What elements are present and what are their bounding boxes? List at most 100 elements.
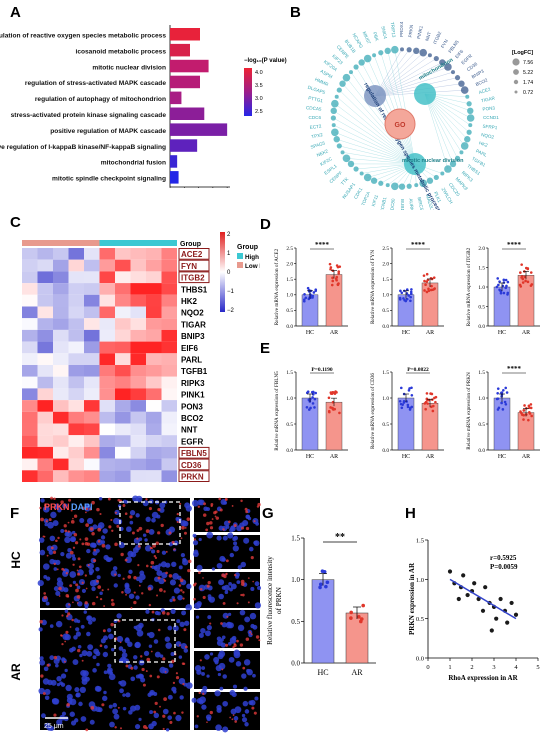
x-tick-label: AR [351, 668, 363, 677]
heatmap-cell [146, 365, 162, 377]
heatmap-cell [115, 435, 131, 447]
prkn-label: PRKN [44, 502, 70, 512]
nucleus-dot [110, 570, 118, 577]
prkn-signal-dot [154, 556, 158, 560]
gene-node [468, 123, 473, 128]
nucleus-dot [39, 656, 44, 661]
nucleus-dot [201, 671, 205, 676]
heatmap-cell [53, 329, 69, 342]
data-point [524, 279, 527, 283]
nucleus-dot [211, 567, 216, 571]
nucleus-dot [56, 580, 64, 588]
data-point [504, 278, 508, 282]
nucleus-dot [229, 552, 235, 558]
gene-label: PON3 [181, 402, 203, 411]
data-point [328, 262, 332, 266]
nucleus-dot [42, 678, 50, 685]
nucleus-dot [73, 618, 79, 623]
gene-label: NQO2 [481, 132, 495, 140]
nucleus-dot [182, 559, 189, 566]
data-point [425, 272, 429, 276]
prkn-signal-dot [96, 579, 99, 583]
gene-label: FBLN5 [181, 449, 207, 458]
y-tick-label: 1.0 [478, 285, 485, 291]
y-tick-label: 2.0 [286, 261, 293, 267]
nucleus-dot [208, 596, 215, 603]
prkn-signal-dot [179, 502, 182, 505]
prkn-signal-dot [209, 526, 214, 530]
gene-label: PRDX4 [399, 21, 404, 37]
cluster-hub [364, 85, 386, 107]
heatmap-cell [68, 376, 84, 389]
heatmap-cell [68, 400, 84, 412]
heatmap-cell [22, 411, 38, 424]
prkn-signal-dot [138, 526, 143, 531]
nucleus-dot [223, 584, 230, 591]
prkn-signal-dot [173, 711, 176, 715]
go-center-label: GO [395, 122, 406, 129]
data-point [399, 289, 402, 293]
nucleus-dot [71, 646, 76, 652]
nucleus-dot [108, 704, 113, 709]
x-tick-label: 4 [514, 664, 518, 671]
nucleus-dot [149, 710, 154, 715]
nucleus-dot [195, 615, 200, 619]
nucleus-dot [191, 499, 199, 507]
y-tick-label: 0.0 [382, 448, 389, 454]
gene-node [359, 171, 364, 176]
bar [170, 107, 205, 120]
prkn-signal-dot [39, 620, 43, 624]
y-axis-label: Relative mRNA expression of PRKN [465, 372, 472, 450]
dapi-label: DAPI [71, 502, 93, 512]
y-tick-label: 0.0 [286, 324, 293, 330]
nucleus-dot [215, 724, 222, 731]
nucleus-dot [65, 602, 71, 609]
nucleus-dot [89, 542, 95, 548]
legend-colorbar [244, 68, 252, 116]
heatmap-cell [84, 388, 100, 401]
heatmap-cell [130, 294, 146, 307]
data-point [496, 392, 499, 395]
prkn-signal-dot [150, 565, 153, 568]
nucleus-dot [49, 655, 55, 661]
nucleus-dot [102, 651, 109, 658]
prkn-signal-dot [180, 537, 183, 540]
heatmap-cell [130, 388, 146, 401]
gene-label: FYN [440, 39, 449, 49]
data-point [497, 283, 500, 287]
gene-label: SMC4 [380, 26, 388, 40]
heatmap-cell [68, 306, 84, 319]
heatmap-cell [130, 458, 146, 471]
data-point [312, 291, 316, 294]
panel-label-a: A [10, 4, 21, 21]
y-axis-label: Relative mRNA expression of ITGB2 [465, 247, 472, 326]
x-axis-label: RhoA expression in AR [448, 674, 518, 682]
gene-node [466, 101, 472, 107]
nucleus-dot [138, 717, 142, 721]
gene-label: ECT2 [310, 124, 323, 130]
data-point [504, 386, 508, 390]
prkn-signal-dot [199, 587, 203, 591]
network-edge [374, 62, 443, 97]
prkn-signal-dot [176, 512, 179, 516]
nucleus-dot [74, 718, 79, 723]
gene-node [342, 154, 351, 163]
nucleus-dot [229, 689, 236, 696]
gene-label: BUB1 [400, 199, 405, 210]
prkn-signal-dot [196, 715, 199, 718]
nucleus-dot [196, 564, 203, 571]
panel-label-g: G [262, 505, 274, 522]
panel-label-h: H [405, 505, 416, 522]
prkn-signal-dot [43, 595, 48, 600]
prkn-signal-dot [64, 529, 68, 533]
prkn-signal-dot [198, 691, 201, 695]
nucleus-dot [128, 569, 133, 574]
nucleus-dot [142, 500, 149, 507]
y-tick-label: 1.5 [416, 538, 424, 545]
nucleus-dot [64, 531, 70, 537]
nucleus-dot [228, 641, 232, 646]
heatmap-cell [99, 400, 115, 412]
nucleus-dot [44, 688, 51, 696]
gene-node [391, 45, 399, 54]
nucleus-dot [209, 652, 214, 656]
